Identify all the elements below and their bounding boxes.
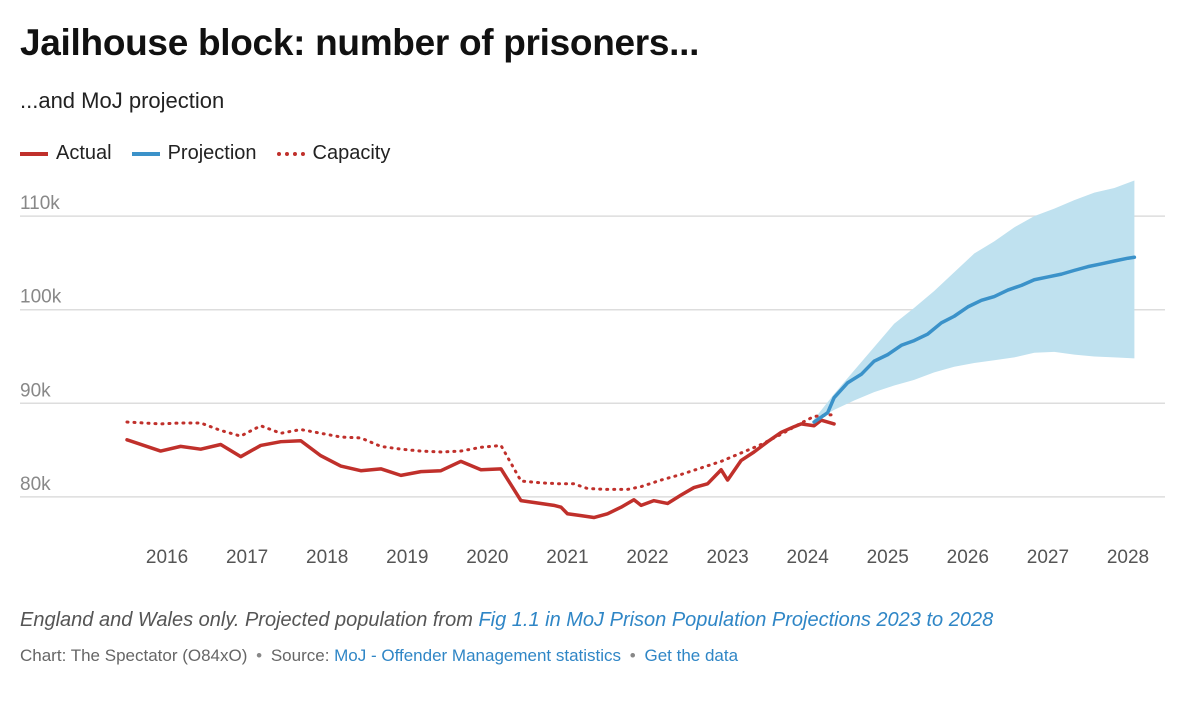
x-tick-label: 2022	[626, 547, 668, 568]
series-line-projection	[812, 255, 1137, 424]
x-tick-label: 2021	[546, 547, 588, 568]
credits-separator-2: •	[629, 646, 636, 665]
y-tick-label: 90k	[20, 380, 51, 401]
x-tick-label: 2020	[466, 547, 508, 568]
notes-text: England and Wales only. Projected popula…	[20, 609, 479, 631]
series-line-capacity	[125, 413, 836, 491]
source-link[interactable]: MoJ - Offender Management statistics	[334, 646, 622, 665]
get-data-link[interactable]: Get the data	[644, 646, 739, 665]
x-tick-label: 2024	[787, 547, 830, 568]
legend-swatch-projection	[131, 151, 160, 156]
grid-lines	[20, 215, 1165, 498]
legend-item-projection: Projection	[131, 142, 257, 165]
legend-label-capacity: Capacity	[312, 142, 391, 164]
x-tick-label: 2018	[306, 547, 348, 568]
y-tick-label: 100k	[20, 287, 62, 308]
notes-link[interactable]: Fig 1.1 in MoJ Prison Population Project…	[478, 609, 994, 631]
x-tick-label: 2027	[1027, 547, 1069, 568]
chart-notes: England and Wales only. Projected popula…	[20, 609, 993, 632]
x-tick-label: 2025	[867, 547, 909, 568]
chart-title: Jailhouse block: number of prisoners...	[20, 22, 700, 63]
legend-swatch-capacity	[276, 151, 305, 156]
legend-label-actual: Actual	[56, 142, 112, 164]
legend-item-actual: Actual	[20, 142, 112, 165]
credits-chart: Chart: The Spectator (O84xO)	[20, 646, 248, 665]
series-group	[125, 255, 1137, 520]
y-tick-label: 110k	[20, 193, 60, 214]
legend: Actual Projection Capacity	[20, 142, 410, 165]
credits-source-label: Source:	[270, 646, 335, 665]
projection-band	[814, 180, 1135, 422]
axis-labels: 80k 90k 100k 110k 2016 2017 2018 2019 2020 2021 20…	[20, 193, 1149, 568]
x-tick-label: 2023	[706, 547, 748, 568]
x-tick-label: 2019	[386, 547, 428, 568]
series-line-actual	[125, 418, 836, 520]
legend-swatch-actual	[20, 151, 48, 156]
chart-credits: Chart: The Spectator (O84xO) • Source: M…	[20, 646, 738, 666]
x-tick-label: 2026	[947, 547, 989, 568]
credits-separator-1: •	[256, 646, 263, 665]
y-tick-label: 80k	[20, 474, 51, 495]
legend-item-capacity: Capacity	[276, 142, 391, 165]
x-tick-label: 2017	[226, 547, 268, 568]
projection-band-group	[814, 180, 1135, 422]
x-tick-label: 2016	[146, 547, 188, 568]
chart-subtitle: ...and MoJ projection	[20, 88, 225, 113]
legend-label-projection: Projection	[167, 142, 257, 164]
x-tick-label: 2028	[1107, 547, 1149, 568]
chart-plot: 80k 90k 100k 110k 2016 2017 2018 2019 2020 2021 20…	[20, 180, 1165, 568]
